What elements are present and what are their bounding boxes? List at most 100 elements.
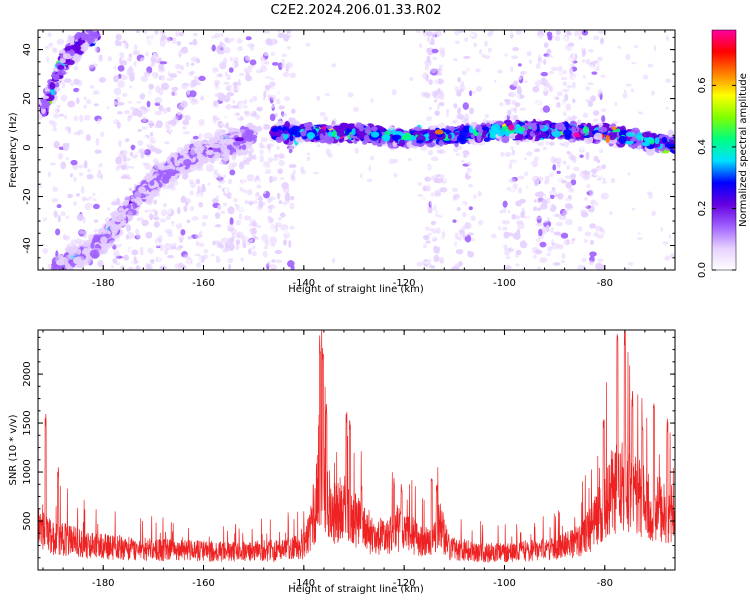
spectrogram-cell: [239, 187, 244, 192]
spectrogram-cell: [76, 213, 84, 222]
spectrogram-cell: [651, 118, 657, 124]
spectrogram-cell: [80, 186, 85, 194]
spectrogram-cell: [438, 237, 444, 245]
spectrogram-cell: [128, 176, 132, 180]
spectrogram-cell: [354, 147, 360, 154]
spectrogram-cell: [129, 260, 136, 266]
spectrogram-cell: [545, 141, 549, 145]
spectrogram-cell: [254, 33, 258, 37]
spectrogram-cell: [117, 80, 125, 88]
spectrogram-cell: [462, 255, 468, 261]
spectrogram-cell: [176, 207, 181, 215]
spectrogram-cell: [174, 63, 183, 70]
spectrogram-cell: [91, 76, 97, 83]
spectrogram-cell: [70, 159, 78, 166]
spectrogram-cell: [63, 52, 68, 59]
spectrogram-cell: [238, 246, 242, 253]
spectrogram-cell: [56, 204, 62, 209]
spectrogram-cell: [183, 82, 190, 86]
spectrogram-cell: [70, 37, 75, 43]
spectrogram-cell: [496, 158, 500, 162]
spectrogram-cell: [592, 230, 597, 234]
spectrogram-cell: [370, 155, 375, 161]
spectrogram-cell: [246, 174, 255, 182]
spectrogram-cell: [433, 94, 441, 100]
spectrogram-cell: [579, 105, 586, 110]
spectrogram-cell: [481, 249, 488, 254]
spectrogram-cell: [245, 75, 253, 82]
spectrogram-cell: [290, 175, 296, 182]
spectrogram-cell: [454, 243, 461, 250]
spectrogram-cell: [77, 39, 86, 44]
spectrogram-cell: [103, 99, 109, 105]
spectrogram-cell: [263, 246, 268, 250]
spectrogram-cell: [117, 65, 125, 72]
spectrogram-cell: [511, 245, 514, 250]
spectrogram-cell: [632, 176, 639, 183]
spectrogram-cell: [123, 254, 129, 261]
spectrogram-cell: [258, 60, 265, 65]
spectrogram-cell: [514, 66, 518, 74]
spectrogram-cell: [433, 204, 437, 211]
spectrogram-cell: [542, 195, 548, 199]
spectrogram-cell: [189, 206, 195, 212]
spectrogram-cell: [132, 51, 141, 56]
spectrogram-cell: [53, 241, 58, 246]
spectrogram-cell: [531, 167, 537, 174]
spectrogram-cell: [358, 176, 363, 183]
spectrogram-cell: [288, 148, 293, 154]
spectrogram-cell: [439, 187, 448, 193]
spectrogram-cell: [175, 218, 180, 226]
spectrogram-cell: [462, 31, 466, 40]
spectrogram-cell: [536, 109, 543, 115]
spectrogram-cell: [255, 69, 263, 74]
spectrogram-cell: [152, 75, 155, 81]
spectrogram-cell: [423, 53, 428, 56]
spectrogram-cell: [131, 249, 139, 256]
spectrogram-cell: [125, 75, 128, 80]
spectrogram-cell: [239, 195, 245, 202]
spectrogram-cell: [499, 102, 504, 107]
spectrogram-cell: [424, 176, 431, 182]
spectrogram-cell: [429, 233, 437, 240]
spectrogram-cell: [144, 38, 152, 45]
spectrogram-cell: [572, 116, 578, 120]
spectrogram-cell: [84, 89, 92, 96]
spectrogram-cell: [264, 77, 271, 82]
spectrogram-cell: [306, 156, 311, 162]
spectrogram-cell: [478, 48, 483, 55]
spectrogram-cell: [511, 55, 519, 60]
spectrogram-cell: [292, 169, 296, 176]
spectrogram-cell: [227, 206, 235, 215]
spectrogram-cell: [430, 220, 437, 226]
spectrogram-cell: [517, 187, 523, 194]
spectrogram-cell: [388, 158, 395, 165]
spectrogram-cell: [237, 206, 245, 212]
spectrogram-cell: [233, 93, 241, 99]
spectrogram-cell: [168, 70, 173, 74]
spectrogram-cell: [201, 139, 207, 145]
spectrogram-cell: [149, 258, 155, 264]
spectrogram-cell: [452, 219, 457, 223]
spectrogram-cell: [165, 215, 172, 221]
spectrogram-cell: [461, 60, 468, 65]
spectrogram-cell: [137, 88, 144, 95]
spectrogram-cell: [285, 256, 289, 262]
spectrogram-cell: [249, 242, 254, 249]
spectrogram-cell: [200, 95, 205, 101]
spectrogram-cell: [511, 149, 515, 156]
spectrogram-cell: [158, 104, 164, 112]
spectrogram-cell: [213, 165, 217, 170]
spectrogram-cell: [165, 206, 172, 215]
spectrogram-cell: [512, 46, 519, 52]
spectrogram-cell: [93, 219, 99, 223]
spectrogram-cell: [286, 104, 292, 113]
spectrogram-cell: [82, 216, 86, 224]
spectrogram-cell: [459, 30, 463, 34]
spectrogram-cell: [276, 146, 280, 150]
spectrogram-cell: [582, 49, 587, 56]
spectrogram-cell: [62, 142, 71, 147]
spectrogram-cell: [300, 169, 307, 175]
spectrogram-cell: [115, 262, 121, 266]
spectrogram-cell: [470, 238, 476, 242]
